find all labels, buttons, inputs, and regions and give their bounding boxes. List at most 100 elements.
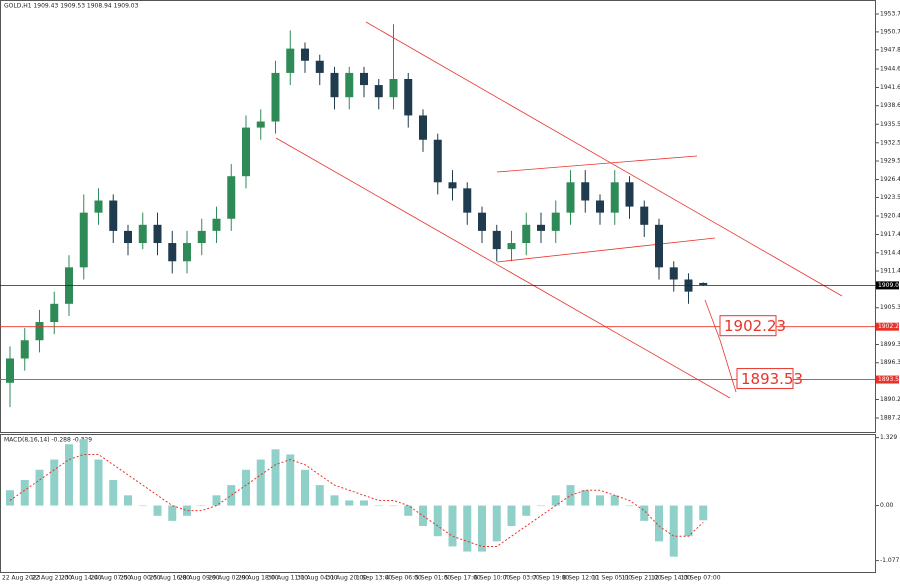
macd-bar (463, 505, 472, 552)
x-tick-label: 29 Aug 18:00 (238, 575, 279, 582)
y-tick-label: 1941.60 (880, 84, 900, 91)
level-tag-label: 1902.23 (878, 323, 900, 330)
candle-body (35, 322, 44, 341)
candle-body (669, 267, 678, 280)
chart-header: GOLD,H1 1909.43 1909.53 1908.94 1909.03 (4, 3, 139, 10)
candle-body (109, 200, 118, 231)
candle-body (640, 206, 649, 225)
x-tick-label: 31 Aug 20:00 (327, 575, 368, 582)
level-tag (876, 375, 899, 384)
y-tick-label: 1905.35 (880, 304, 900, 311)
x-tick-label: 1 Sep 13:00 (356, 575, 392, 582)
macd-bar (389, 505, 398, 507)
candle-body (286, 48, 295, 73)
candle-body (522, 224, 531, 244)
macd-bar (655, 505, 663, 542)
macd-bar (537, 505, 545, 507)
candle-body (404, 78, 413, 116)
macd-bar (404, 505, 413, 516)
last-price-label: 1909.03 (878, 282, 900, 289)
candle-body (478, 212, 486, 231)
flag-line (496, 155, 698, 173)
candle-body (360, 72, 368, 86)
y-tick-label: 0.00 (880, 502, 894, 509)
y-tick-label: 1.329 (880, 434, 897, 441)
y-tick-label: 1917.40 (880, 231, 900, 238)
candle-body (537, 224, 545, 231)
x-tick-label: 28 Aug 09:00 (179, 575, 220, 582)
macd-bar (271, 449, 280, 506)
y-tick-label: 1920.45 (880, 213, 900, 220)
macd-bar (625, 505, 634, 507)
candle-body (94, 200, 103, 213)
y-tick-label: 1923.50 (880, 194, 900, 201)
x-tick-label: 11 Sep 21:00 (622, 575, 662, 582)
macd-bar (50, 459, 59, 506)
x-tick-label: 13 Sep 07:00 (681, 575, 721, 582)
candle-body (168, 243, 177, 262)
macd-bar (699, 505, 708, 521)
macd-bar (20, 480, 29, 506)
candle-body (625, 182, 634, 207)
y-tick-label: 1935.55 (880, 121, 900, 128)
channel-line (365, 21, 843, 297)
macd-bar (197, 505, 206, 507)
projection-line (719, 339, 737, 393)
macd-bar (478, 505, 486, 552)
x-tick-label: 22 Aug 2023 (2, 575, 41, 582)
candle-body (301, 48, 309, 61)
candle-body (345, 72, 354, 98)
macd-bar (168, 505, 177, 521)
macd-bar (183, 505, 191, 516)
x-tick-label: 7 Sep 03:00 (504, 575, 540, 582)
x-tick-label: 25 Aug 16:00 (150, 575, 191, 582)
y-tick-label: 1950.75 (880, 28, 900, 35)
candle-body (596, 200, 604, 213)
candle-body (655, 224, 663, 268)
candle-body (315, 60, 324, 73)
level-box (736, 368, 794, 390)
macd-bar (522, 505, 531, 516)
macd-frame (0, 434, 876, 573)
x-tick-label: 11 Sep 05:00 (592, 575, 632, 582)
candle-body (183, 243, 191, 262)
macd-bar (94, 459, 103, 506)
macd-bar (301, 469, 309, 506)
level-box (719, 315, 777, 337)
x-tick-label: 31 Aug 04:00 (297, 575, 338, 582)
macd-bar (138, 505, 147, 507)
candle-body (124, 230, 132, 244)
y-tick-label: 1929.50 (880, 158, 900, 165)
macd-bar (256, 459, 265, 506)
macd-bar (374, 505, 383, 507)
candle-body (389, 78, 398, 98)
y-tick-label: 1914.40 (880, 249, 900, 256)
candle-body (448, 182, 457, 189)
candle-body (492, 230, 501, 250)
x-tick-label: 4 Sep 06:00 (386, 575, 422, 582)
candle-body (153, 224, 162, 244)
x-tick-label: 23 Aug 14:00 (61, 575, 102, 582)
channel-line (275, 137, 731, 399)
candle-body (20, 340, 29, 359)
y-tick-label: 1926.45 (880, 176, 900, 183)
macd-bar (566, 485, 575, 506)
macd-header: MACD(8,16,14) -0.288 -0.329 (4, 437, 92, 444)
macd-bar (65, 444, 73, 506)
candle-body (138, 224, 147, 244)
candle-body (6, 358, 14, 383)
candle-body (419, 115, 427, 140)
macd-bar (153, 505, 162, 516)
flag-line (496, 237, 716, 263)
y-tick-label: 1911.40 (880, 267, 900, 274)
macd-bar (227, 485, 236, 506)
projection-line (704, 299, 721, 341)
candle-body (566, 182, 575, 213)
candle-body (197, 230, 206, 244)
level-tag-label: 1893.53 (878, 376, 900, 383)
candle-body (79, 212, 88, 268)
x-tick-label: 30 Aug 11:00 (268, 575, 309, 582)
candle-body (507, 243, 516, 250)
macd-bar (433, 505, 442, 537)
